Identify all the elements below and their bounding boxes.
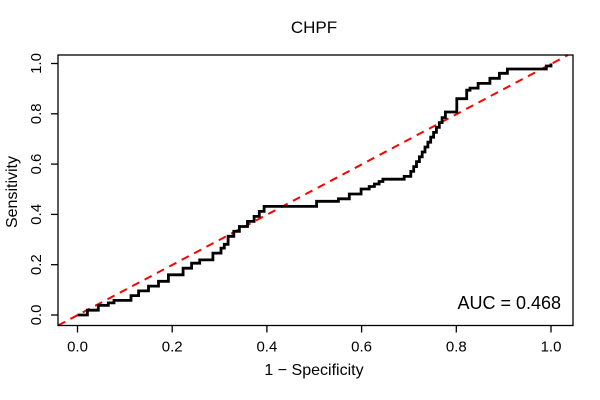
y-tick-label: 0.6 [28, 154, 45, 175]
x-axis-ticks: 0.0 0.2 0.4 0.6 0.8 1.0 [67, 325, 562, 356]
x-axis-label: 1 − Specificity [264, 362, 363, 379]
x-tick-label: 0.4 [256, 339, 277, 356]
y-tick-label: 0.0 [28, 305, 45, 326]
plot-title: CHPF [291, 18, 337, 37]
plot-border [57, 54, 574, 327]
x-tick-label: 0.0 [67, 339, 88, 356]
y-axis-label: Sensitivity [4, 156, 21, 228]
y-tick-label: 0.4 [28, 204, 45, 225]
y-axis-ticks: 0.0 0.2 0.4 0.6 0.8 1.0 [28, 53, 58, 325]
y-tick-label: 0.8 [28, 103, 45, 124]
x-tick-label: 0.2 [162, 339, 183, 356]
x-tick-label: 1.0 [541, 339, 562, 356]
chance-diagonal-line [57, 54, 569, 327]
roc-curve [77, 63, 553, 317]
auc-annotation: AUC = 0.468 [457, 293, 561, 313]
x-tick-label: 0.6 [351, 339, 372, 356]
y-tick-label: 0.2 [28, 254, 45, 275]
y-tick-label: 1.0 [28, 53, 45, 74]
x-tick-label: 0.8 [446, 339, 467, 356]
